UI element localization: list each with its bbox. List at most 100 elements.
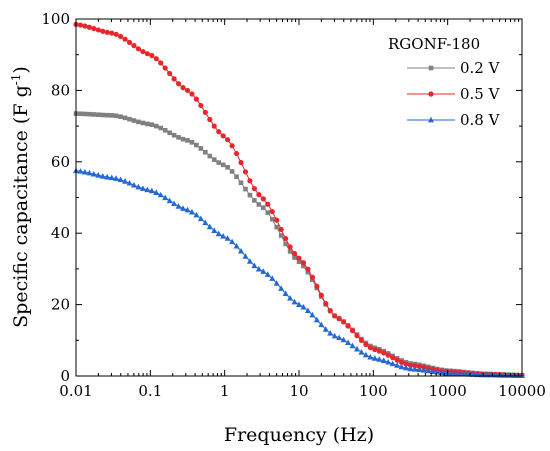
series-point [167,70,173,77]
series-point [269,216,275,222]
series-point [376,348,382,354]
series-point [135,46,142,52]
series-point [171,200,178,207]
series-point [264,271,271,277]
series-point [118,114,123,120]
series-point [261,205,266,210]
series-point [304,307,311,314]
series-point [126,179,133,186]
series-point [188,208,195,215]
series-point [349,328,356,334]
y-tick-label: 80 [51,81,70,99]
series-point [265,201,271,207]
series-point [104,173,111,180]
series-point [135,183,142,190]
series-point [233,242,240,249]
series-point [90,170,97,177]
x-tick-label: 0.1 [138,382,162,400]
series-point [175,81,182,87]
series-point [144,186,151,193]
series-point [153,56,159,62]
series-point [403,364,410,371]
series-point [215,230,222,237]
series-point [202,109,208,116]
series-point [176,135,181,140]
series-point [189,140,195,145]
series-point [336,316,342,322]
series-point [184,206,191,213]
axis-ticks: 0.01 0.1 1 10 100 1000 10000 0 20 40 60 80 100 [41,10,546,400]
series-point [246,258,253,264]
series-point [407,362,414,368]
series-point [340,336,347,343]
series-point [242,253,249,259]
series-point [380,357,387,364]
series-point [238,159,244,166]
series-point [193,211,200,218]
series-point [255,265,262,272]
x-axis-title: Frequency (Hz) [224,424,374,446]
series-point [100,112,106,118]
y-axis-title: Specific capacitance (F g-1) [9,66,32,328]
series-point [367,353,374,360]
series-point [220,133,226,139]
series-point [341,319,347,325]
series-point [91,112,97,117]
series-point [162,194,169,201]
series-point [149,122,155,127]
series-point [461,370,468,377]
series-point [256,192,262,198]
series-point [95,172,102,178]
series-point [283,241,288,247]
series-0-8-v [73,167,525,379]
series-point [211,123,217,129]
series-point [274,224,279,230]
series-point [269,275,276,281]
series-point [510,372,517,378]
series-point [305,266,311,272]
series-point [104,112,110,118]
y-tick-label: 60 [51,153,70,171]
series-point [171,76,177,82]
series-point [158,60,164,66]
series-point [216,129,222,135]
legend-label: 0.5 V [460,85,501,103]
series-point [91,25,97,32]
series-point [398,359,405,365]
series-point [322,326,329,332]
series-point [243,186,248,192]
series-point [345,339,352,346]
legend-label: 0.8 V [460,111,501,129]
series-point [269,208,275,215]
y-tick-label: 100 [41,10,70,28]
series-point [323,300,329,307]
series-point [390,355,396,361]
series-point [514,372,521,378]
legend: RGONF-180 0.2 V 0.5 V 0.8 V [388,35,501,129]
series-point [175,203,182,209]
series-point [127,116,132,122]
series-point [225,165,230,170]
series-point [131,118,137,123]
series-point [233,150,240,157]
series-point [148,187,155,194]
series-point [166,197,173,204]
series-point [394,357,400,363]
series-point [300,303,307,310]
series-point [157,191,164,198]
series-point [162,128,168,133]
series-point [287,244,293,250]
legend-marker [428,116,434,123]
series-0-5-v [73,21,525,378]
series-point [318,292,324,298]
series-point [180,85,186,91]
series-point [291,298,298,305]
series-point [167,130,172,136]
series-point [194,142,199,148]
series-point [225,137,231,143]
series-point [309,274,315,280]
y-axis-title-main: Specific capacitance (F g [10,85,32,328]
series-point [332,313,338,319]
series-point [273,280,280,286]
series-point [136,119,141,125]
